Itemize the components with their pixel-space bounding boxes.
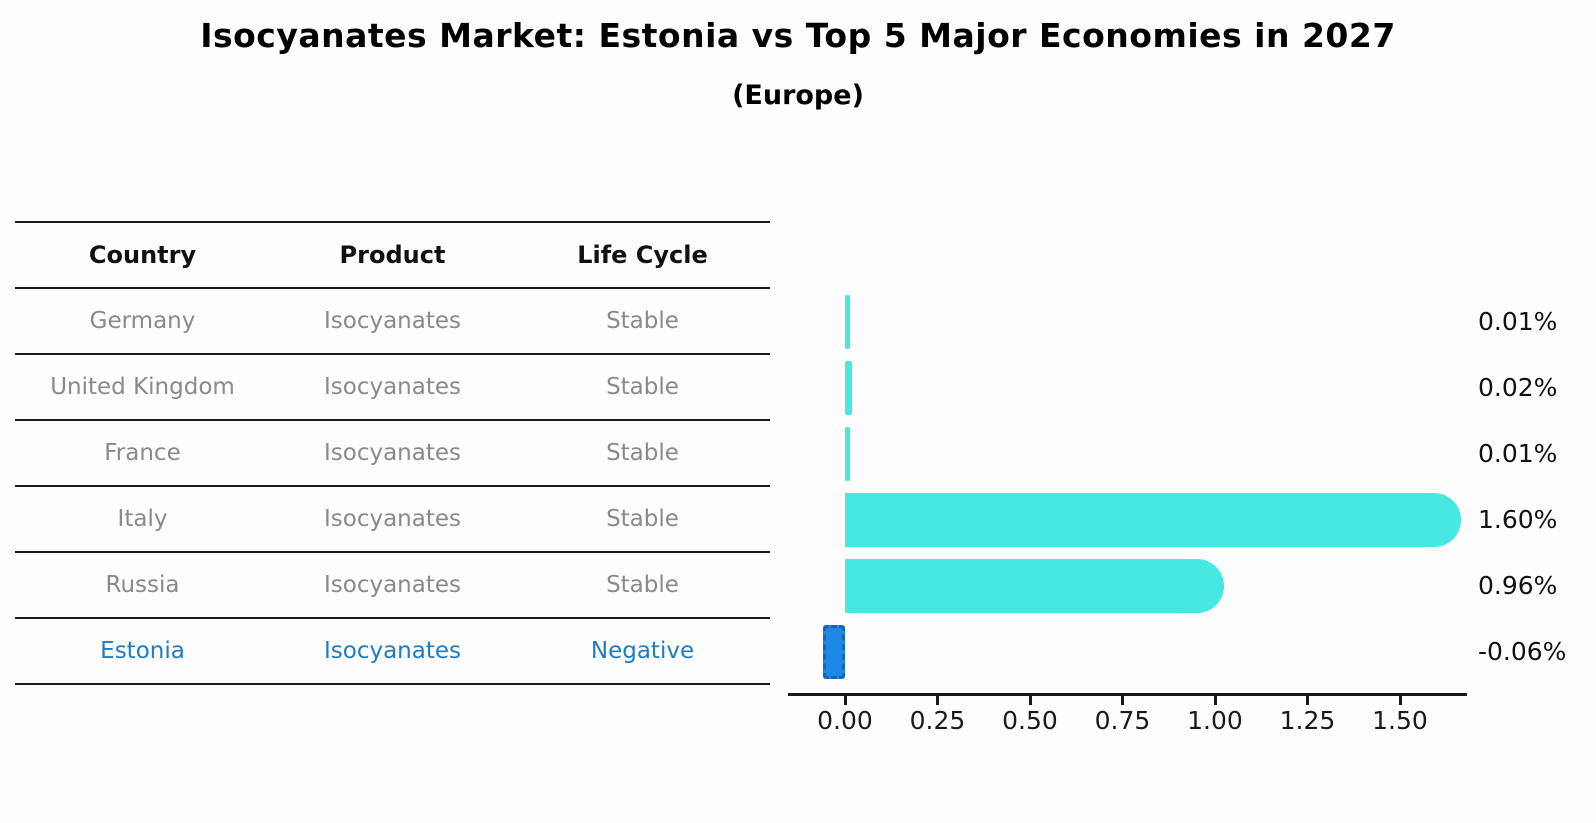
- cell-life-cycle: Stable: [606, 572, 679, 598]
- cell-country: Estonia: [100, 638, 185, 664]
- table-header-row: Country Product Life Cycle: [15, 223, 770, 289]
- value-label-united-kingdom: 0.02%: [1478, 373, 1558, 402]
- bar-italy: [845, 493, 1461, 547]
- cell-life-cycle: Negative: [590, 638, 695, 664]
- x-axis-tick-1.50: [1398, 696, 1402, 705]
- x-axis-tick-label-0.50: 0.50: [1002, 706, 1058, 735]
- x-axis-tick-0.75: [1121, 696, 1124, 705]
- table-row-russia: Russia Isocyanates Stable: [15, 553, 770, 619]
- x-axis-tick-label-1.50: 1.50: [1372, 706, 1428, 735]
- value-label-estonia: -0.06%: [1478, 637, 1567, 666]
- x-axis-tick-1.25: [1306, 696, 1309, 705]
- column-header-product: Product: [339, 241, 446, 269]
- table-body: Germany Isocyanates Stable United Kingdo…: [15, 289, 770, 685]
- value-label-germany: 0.01%: [1478, 307, 1558, 336]
- table-row-france: France Isocyanates Stable: [15, 421, 770, 487]
- x-axis-tick-label-1.00: 1.00: [1187, 706, 1243, 735]
- cell-product: Isocyanates: [323, 506, 461, 532]
- bar-estonia: [822, 625, 845, 679]
- x-axis-tick-0.25: [936, 696, 939, 705]
- table-row-united-kingdom: United Kingdom Isocyanates Stable: [15, 355, 770, 421]
- x-axis-tick-label-0.00: 0.00: [817, 706, 873, 735]
- column-header-life-cycle: Life Cycle: [577, 241, 708, 269]
- value-label-russia: 0.96%: [1478, 571, 1558, 600]
- chart-subtitle: (Europe): [732, 80, 864, 111]
- cell-country: Germany: [89, 308, 196, 334]
- cell-product: Isocyanates: [323, 572, 461, 598]
- bar-russia: [845, 559, 1225, 613]
- x-axis-tick-label-0.25: 0.25: [909, 706, 966, 735]
- cell-product: Isocyanates: [323, 374, 461, 400]
- x-axis-tick-0.50: [1028, 696, 1032, 705]
- cell-product: Isocyanates: [323, 638, 461, 664]
- cell-country: Italy: [117, 506, 168, 532]
- x-axis-line: [788, 693, 1467, 696]
- cell-product: Isocyanates: [323, 440, 461, 466]
- cell-country: United Kingdom: [50, 374, 235, 400]
- cell-country: Russia: [105, 572, 180, 598]
- cell-country: France: [104, 440, 181, 466]
- chart-title: Isocyanates Market: Estonia vs Top 5 Maj…: [200, 16, 1396, 55]
- cell-life-cycle: Stable: [606, 506, 679, 532]
- cell-life-cycle: Stable: [606, 308, 679, 334]
- cell-product: Isocyanates: [323, 308, 461, 334]
- bar-united-kingdom: [845, 361, 853, 415]
- cell-life-cycle: Stable: [606, 374, 679, 400]
- x-axis-tick-label-0.75: 0.75: [1094, 706, 1151, 735]
- table-row-italy: Italy Isocyanates Stable: [15, 487, 770, 553]
- value-label-france: 0.01%: [1478, 439, 1558, 468]
- table-row-germany: Germany Isocyanates Stable: [15, 289, 770, 355]
- value-label-italy: 1.60%: [1478, 505, 1558, 534]
- column-header-country: Country: [88, 241, 197, 269]
- x-axis-tick-0.00: [843, 696, 847, 705]
- bar-france: [845, 427, 850, 481]
- country-table: Country Product Life Cycle Germany Isocy…: [15, 221, 770, 685]
- bar-germany: [845, 295, 850, 349]
- table-row-estonia: Estonia Isocyanates Negative: [15, 619, 770, 685]
- x-axis-tick-label-1.25: 1.25: [1279, 706, 1336, 735]
- x-axis-tick-1.00: [1213, 696, 1217, 705]
- cell-life-cycle: Stable: [606, 440, 679, 466]
